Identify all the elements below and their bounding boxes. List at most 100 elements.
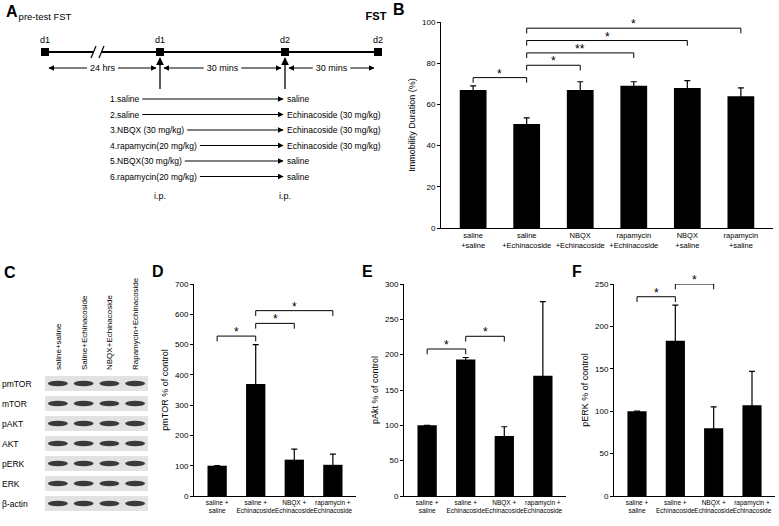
svg-text:200: 200	[595, 322, 609, 331]
svg-text:80: 80	[426, 59, 435, 68]
svg-text:*: *	[605, 30, 610, 44]
svg-text:*: *	[483, 325, 488, 339]
svg-text:2.saline: 2.saline	[110, 110, 140, 120]
svg-text:*: *	[692, 273, 697, 287]
svg-text:60: 60	[426, 100, 435, 109]
svg-text:20: 20	[426, 183, 435, 192]
svg-text:*: *	[444, 338, 449, 352]
svg-text:NBQX +Echinacoside: NBQX +Echinacoside	[694, 499, 733, 514]
svg-text:C: C	[4, 264, 16, 281]
svg-text:Rapamycin+Echinacoside: Rapamycin+Echinacoside	[131, 277, 140, 370]
svg-text:300: 300	[385, 280, 399, 289]
svg-text:Saline+Echinacoside: Saline+Echinacoside	[80, 295, 89, 370]
svg-text:saline +saline: saline +saline	[416, 499, 439, 514]
svg-text:Echinacoside (30 mg/kg): Echinacoside (30 mg/kg)	[287, 110, 381, 120]
svg-text:250: 250	[595, 280, 609, 289]
svg-text:*: *	[654, 286, 659, 300]
svg-text:3.NBQX (30 mg/kg): 3.NBQX (30 mg/kg)	[110, 125, 184, 135]
svg-text:0: 0	[394, 492, 399, 501]
svg-text:saline: saline	[287, 172, 309, 182]
svg-text:Immobility Duration (%): Immobility Duration (%)	[407, 78, 417, 172]
svg-text:600: 600	[175, 310, 189, 319]
svg-text:saline+saline: saline+saline	[54, 323, 63, 370]
svg-text:NBQX+saline: NBQX+saline	[675, 231, 699, 250]
svg-text:E: E	[362, 263, 373, 280]
svg-text:pAkt % of control: pAkt % of control	[370, 356, 380, 424]
svg-text:pmTOR % of control: pmTOR % of control	[160, 349, 170, 430]
svg-text:pERK % of control: pERK % of control	[580, 353, 590, 427]
svg-text:24 hrs: 24 hrs	[90, 63, 116, 73]
svg-text:rapamycin+Echinacoside: rapamycin+Echinacoside	[609, 231, 658, 250]
svg-text:rapamycin +Echinacoside: rapamycin +Echinacoside	[733, 499, 772, 514]
svg-text:50: 50	[389, 456, 398, 465]
svg-text:300: 300	[175, 401, 189, 410]
svg-text:D: D	[152, 263, 164, 280]
svg-text:*: *	[497, 67, 502, 81]
svg-text:rapamycin+saline: rapamycin+saline	[724, 231, 759, 250]
svg-text:700: 700	[175, 280, 189, 289]
svg-text:100: 100	[422, 18, 436, 27]
svg-text:mTOR: mTOR	[2, 399, 27, 409]
svg-text:FST: FST	[366, 10, 387, 22]
svg-text:F: F	[572, 263, 582, 280]
svg-text:saline+Echinacoside: saline+Echinacoside	[502, 231, 551, 250]
svg-text:d2: d2	[280, 35, 290, 45]
svg-text:Echinacoside (30 mg/kg): Echinacoside (30 mg/kg)	[287, 125, 381, 135]
svg-text:NBQX+Echinacoside: NBQX+Echinacoside	[556, 231, 605, 250]
svg-text:ERK: ERK	[2, 479, 20, 489]
svg-text:i.p.: i.p.	[279, 191, 291, 201]
svg-text:100: 100	[385, 421, 399, 430]
svg-text:*: *	[631, 17, 636, 31]
svg-text:40: 40	[426, 141, 435, 150]
svg-text:i.p.: i.p.	[154, 191, 166, 201]
svg-text:400: 400	[175, 371, 189, 380]
svg-text:NBQX +Echinacoside: NBQX +Echinacoside	[485, 499, 524, 514]
svg-text:250: 250	[385, 315, 399, 324]
svg-text:5.NBQX(30 mg/kg): 5.NBQX(30 mg/kg)	[110, 156, 182, 166]
svg-text:200: 200	[175, 431, 189, 440]
svg-text:saline +Echinacoside: saline +Echinacoside	[446, 499, 485, 514]
svg-text:saline +saline: saline +saline	[626, 499, 649, 514]
svg-text:100: 100	[175, 462, 189, 471]
svg-text:30 mins: 30 mins	[316, 63, 348, 73]
svg-text:saline +saline: saline +saline	[206, 499, 229, 514]
svg-text:saline: saline	[287, 94, 309, 104]
svg-text:500: 500	[175, 340, 189, 349]
svg-text:150: 150	[595, 365, 609, 374]
svg-text:d1: d1	[155, 35, 165, 45]
svg-text:AKT: AKT	[2, 439, 19, 449]
svg-text:*: *	[551, 54, 556, 68]
svg-text:pmTOR: pmTOR	[2, 379, 32, 389]
svg-text:0: 0	[431, 224, 436, 233]
svg-text:6.rapamycin(20 mg/kg): 6.rapamycin(20 mg/kg)	[110, 172, 197, 182]
svg-text:0: 0	[604, 492, 609, 501]
svg-text:A: A	[6, 3, 18, 20]
svg-text:pre-test FST: pre-test FST	[19, 11, 72, 22]
svg-text:β-actin: β-actin	[2, 499, 28, 509]
svg-text:100: 100	[595, 407, 609, 416]
svg-text:rapamycin +Echinacoside: rapamycin +Echinacoside	[314, 499, 353, 514]
svg-text:150: 150	[385, 386, 399, 395]
svg-text:0: 0	[184, 492, 189, 501]
svg-text:rapamycin +Echinacoside: rapamycin +Echinacoside	[524, 499, 563, 514]
svg-text:4.rapamycin(20 mg/kg): 4.rapamycin(20 mg/kg)	[110, 141, 197, 151]
svg-text:*: *	[292, 300, 297, 314]
svg-text:**: **	[575, 42, 585, 56]
svg-text:d2: d2	[373, 35, 383, 45]
svg-text:d1: d1	[40, 35, 50, 45]
svg-text:1.saline: 1.saline	[110, 94, 140, 104]
svg-text:*: *	[273, 312, 278, 326]
svg-text:200: 200	[385, 350, 399, 359]
svg-text:saline +Echinacoside: saline +Echinacoside	[236, 499, 275, 514]
svg-text:saline: saline	[287, 156, 309, 166]
svg-text:saline +Echinacoside: saline +Echinacoside	[656, 499, 695, 514]
svg-text:B: B	[393, 1, 405, 18]
svg-text:NBQX+Echinacoside: NBQX+Echinacoside	[105, 295, 114, 370]
svg-text:NBQX +Echinacoside: NBQX +Echinacoside	[275, 499, 314, 514]
svg-text:saline+saline: saline+saline	[461, 231, 485, 250]
svg-text:30 mins: 30 mins	[207, 63, 239, 73]
svg-text:pAKT: pAKT	[2, 419, 23, 429]
svg-text:Echinacoside (30 mg/kg): Echinacoside (30 mg/kg)	[287, 141, 381, 151]
svg-text:*: *	[234, 325, 239, 339]
svg-text:pERK: pERK	[2, 459, 25, 469]
